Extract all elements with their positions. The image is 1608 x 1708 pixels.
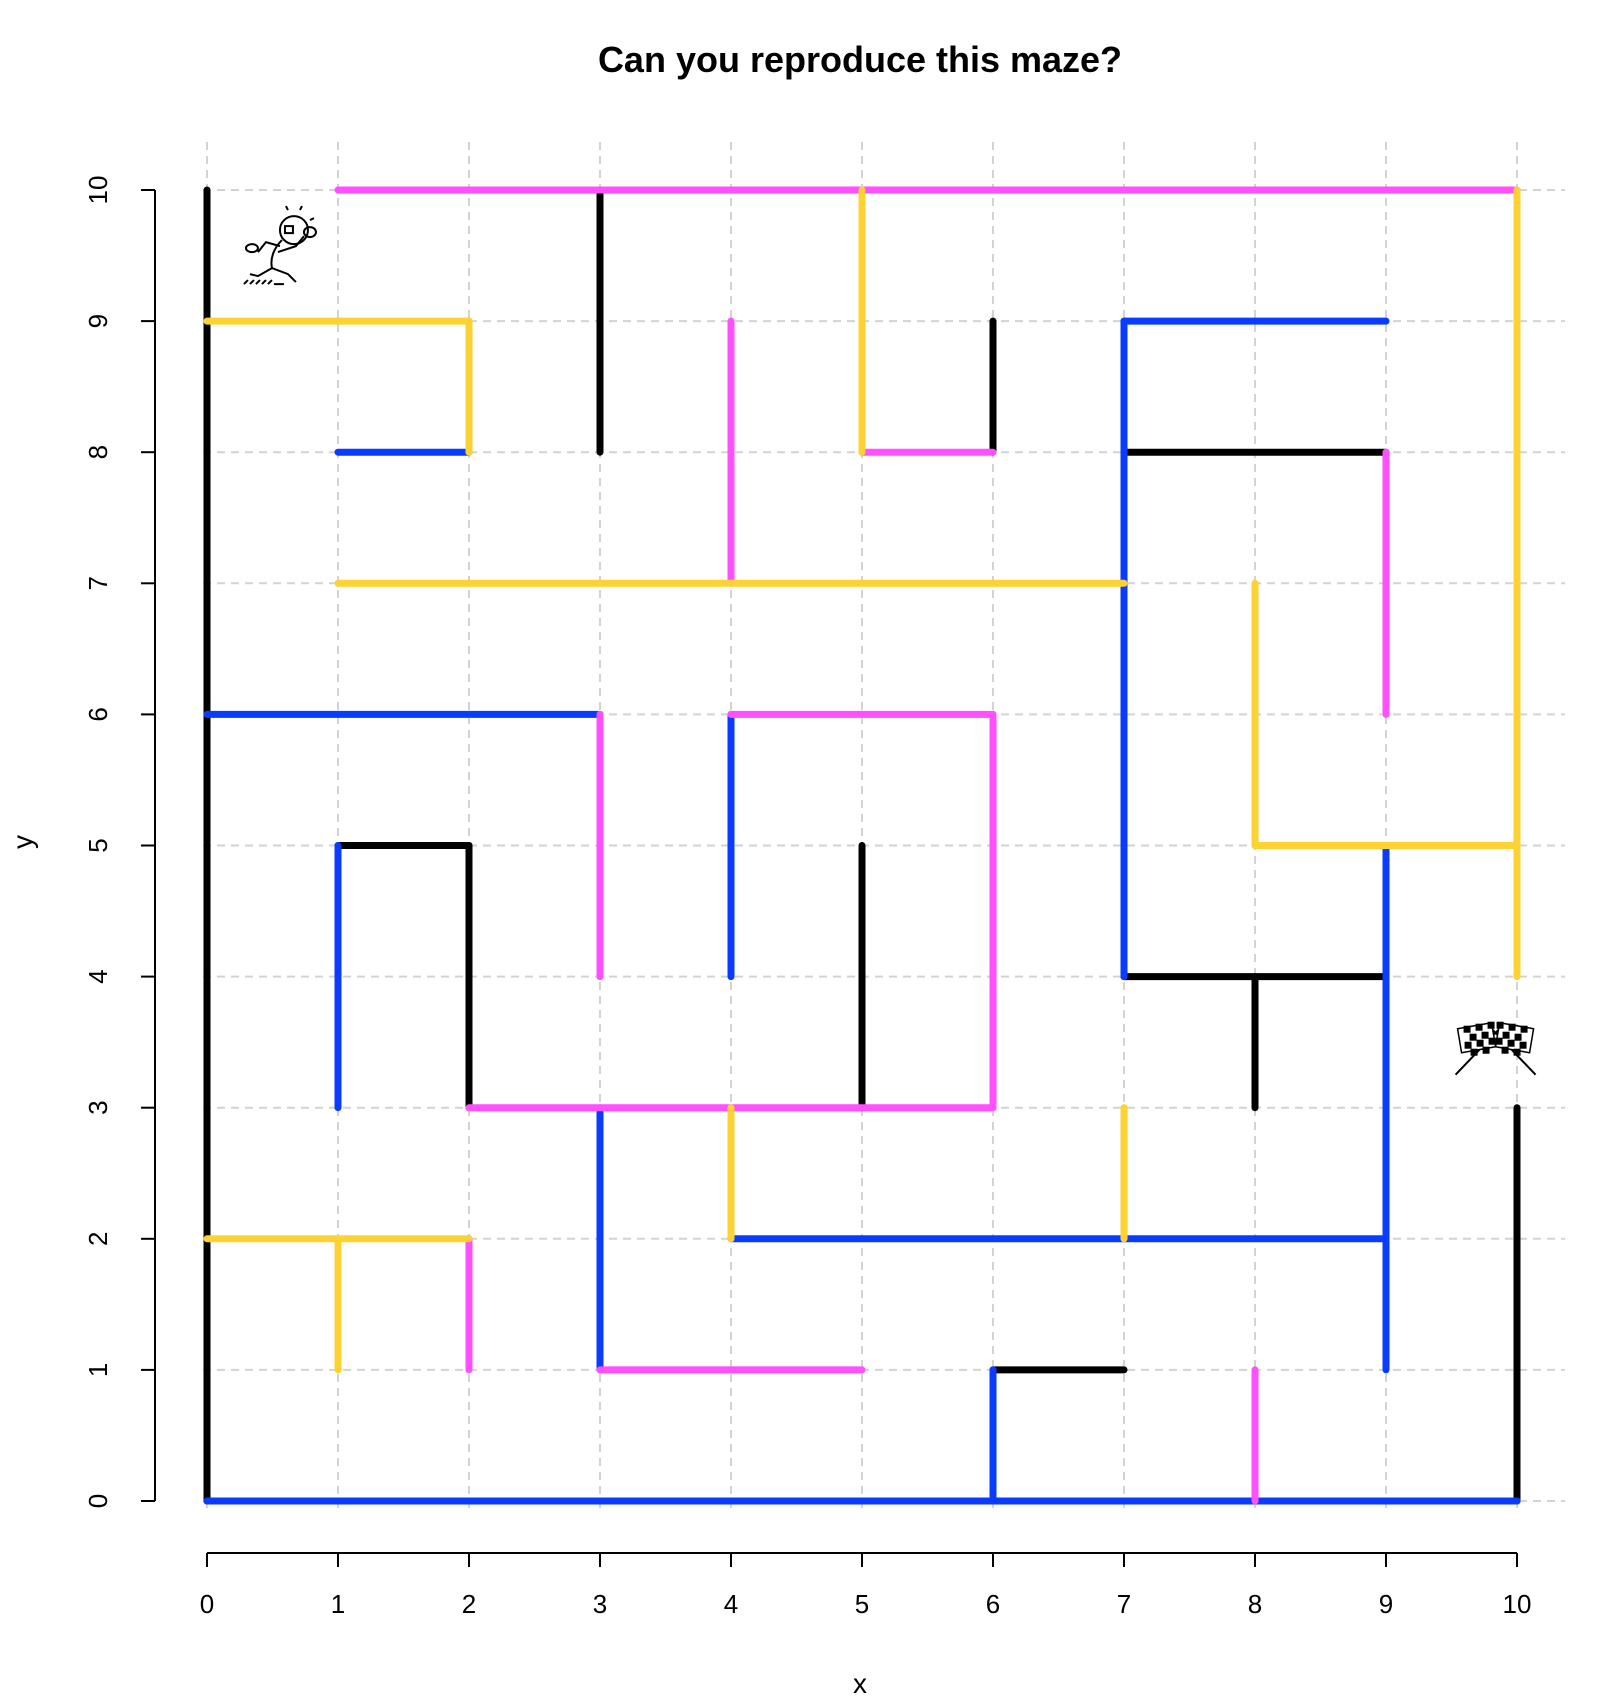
y-tick-label: 7: [83, 576, 113, 590]
x-axis-ticks: 0 1 2 3 4 5 6 7 8 9 10: [200, 1553, 1532, 1619]
runner-icon: [243, 205, 317, 286]
y-tick-label: 0: [83, 1494, 113, 1508]
y-axis-ticks: 0 1 2 3 4 5 6 7 8 9 10: [83, 176, 155, 1508]
x-tick-label: 8: [1248, 1589, 1262, 1619]
x-axis-label: x: [853, 1668, 867, 1699]
checkered-flags-icon: [1454, 1021, 1537, 1076]
y-tick-label: 8: [83, 445, 113, 459]
y-tick-label: 3: [83, 1100, 113, 1114]
axes: [154, 190, 1517, 1554]
y-tick-label: 1: [83, 1363, 113, 1377]
y-axis-label: y: [7, 835, 38, 849]
maze-walls: [203, 186, 1521, 1505]
x-tick-label: 2: [462, 1589, 476, 1619]
chart-title: Can you reproduce this maze?: [598, 39, 1122, 80]
markers: [243, 205, 1537, 1076]
gridlines: [203, 142, 1565, 1511]
y-tick-label: 5: [83, 838, 113, 852]
x-tick-label: 9: [1379, 1589, 1393, 1619]
x-tick-label: 7: [1117, 1589, 1131, 1619]
y-tick-label: 2: [83, 1232, 113, 1246]
x-tick-label: 3: [593, 1589, 607, 1619]
y-tick-label: 6: [83, 707, 113, 721]
x-tick-label: 0: [200, 1589, 214, 1619]
x-tick-label: 4: [724, 1589, 738, 1619]
y-tick-label: 9: [83, 314, 113, 328]
x-tick-label: 10: [1503, 1589, 1532, 1619]
y-tick-label: 4: [83, 969, 113, 983]
y-tick-label: 10: [83, 176, 113, 205]
x-tick-label: 6: [986, 1589, 1000, 1619]
x-tick-label: 1: [331, 1589, 345, 1619]
x-tick-label: 5: [855, 1589, 869, 1619]
